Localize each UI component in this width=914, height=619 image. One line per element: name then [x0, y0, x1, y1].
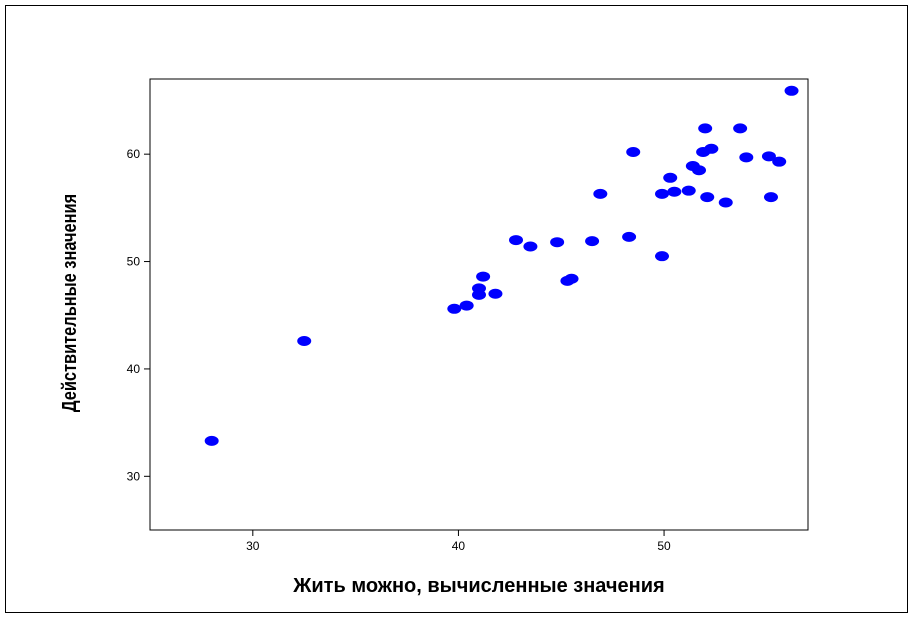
x-axis: 30 40 50 [246, 530, 671, 553]
data-point [681, 185, 696, 196]
data-point [763, 192, 778, 203]
data-point [663, 172, 678, 183]
data-point [488, 288, 503, 299]
data-point [772, 156, 787, 167]
data-point [447, 303, 462, 314]
x-tick-label: 30 [246, 539, 260, 553]
data-point [704, 143, 719, 154]
data-point [523, 241, 538, 252]
scatter-chart: 30 40 50 60 30 40 50 Жить можно, вычисленные … [57, 78, 809, 597]
x-tick-label: 50 [657, 539, 671, 553]
x-tick-label: 40 [452, 539, 466, 553]
y-axis-title: Действительные значения [57, 194, 80, 412]
data-point [476, 271, 491, 282]
data-point [667, 186, 682, 197]
data-point [550, 237, 565, 248]
data-point [692, 165, 707, 176]
data-point [655, 251, 670, 262]
data-point [459, 300, 474, 311]
data-point [655, 188, 670, 199]
data-point [733, 123, 748, 134]
data-point [472, 283, 486, 294]
data-point [585, 236, 600, 247]
data-point [739, 152, 754, 163]
data-point [718, 197, 733, 208]
data-point [700, 192, 715, 203]
y-tick-label: 30 [127, 469, 141, 483]
data-points [204, 85, 799, 446]
data-point [761, 151, 776, 162]
y-tick-label: 60 [127, 147, 141, 161]
y-axis: 30 40 50 60 [127, 147, 150, 483]
data-point [593, 188, 608, 199]
data-point [622, 231, 637, 242]
data-point [297, 336, 312, 347]
chart-frame: 30 40 50 60 30 40 50 Жить можно, вычисленные … [5, 5, 908, 613]
data-point [564, 273, 579, 284]
data-point [509, 235, 524, 246]
data-point [626, 147, 641, 158]
x-axis-title: Жить можно, вычисленные значения [292, 575, 664, 597]
data-point [784, 85, 799, 96]
data-point [204, 435, 219, 446]
plot-area [149, 78, 809, 531]
y-tick-label: 40 [127, 362, 141, 376]
y-tick-label: 50 [127, 255, 141, 269]
data-point [698, 123, 713, 134]
